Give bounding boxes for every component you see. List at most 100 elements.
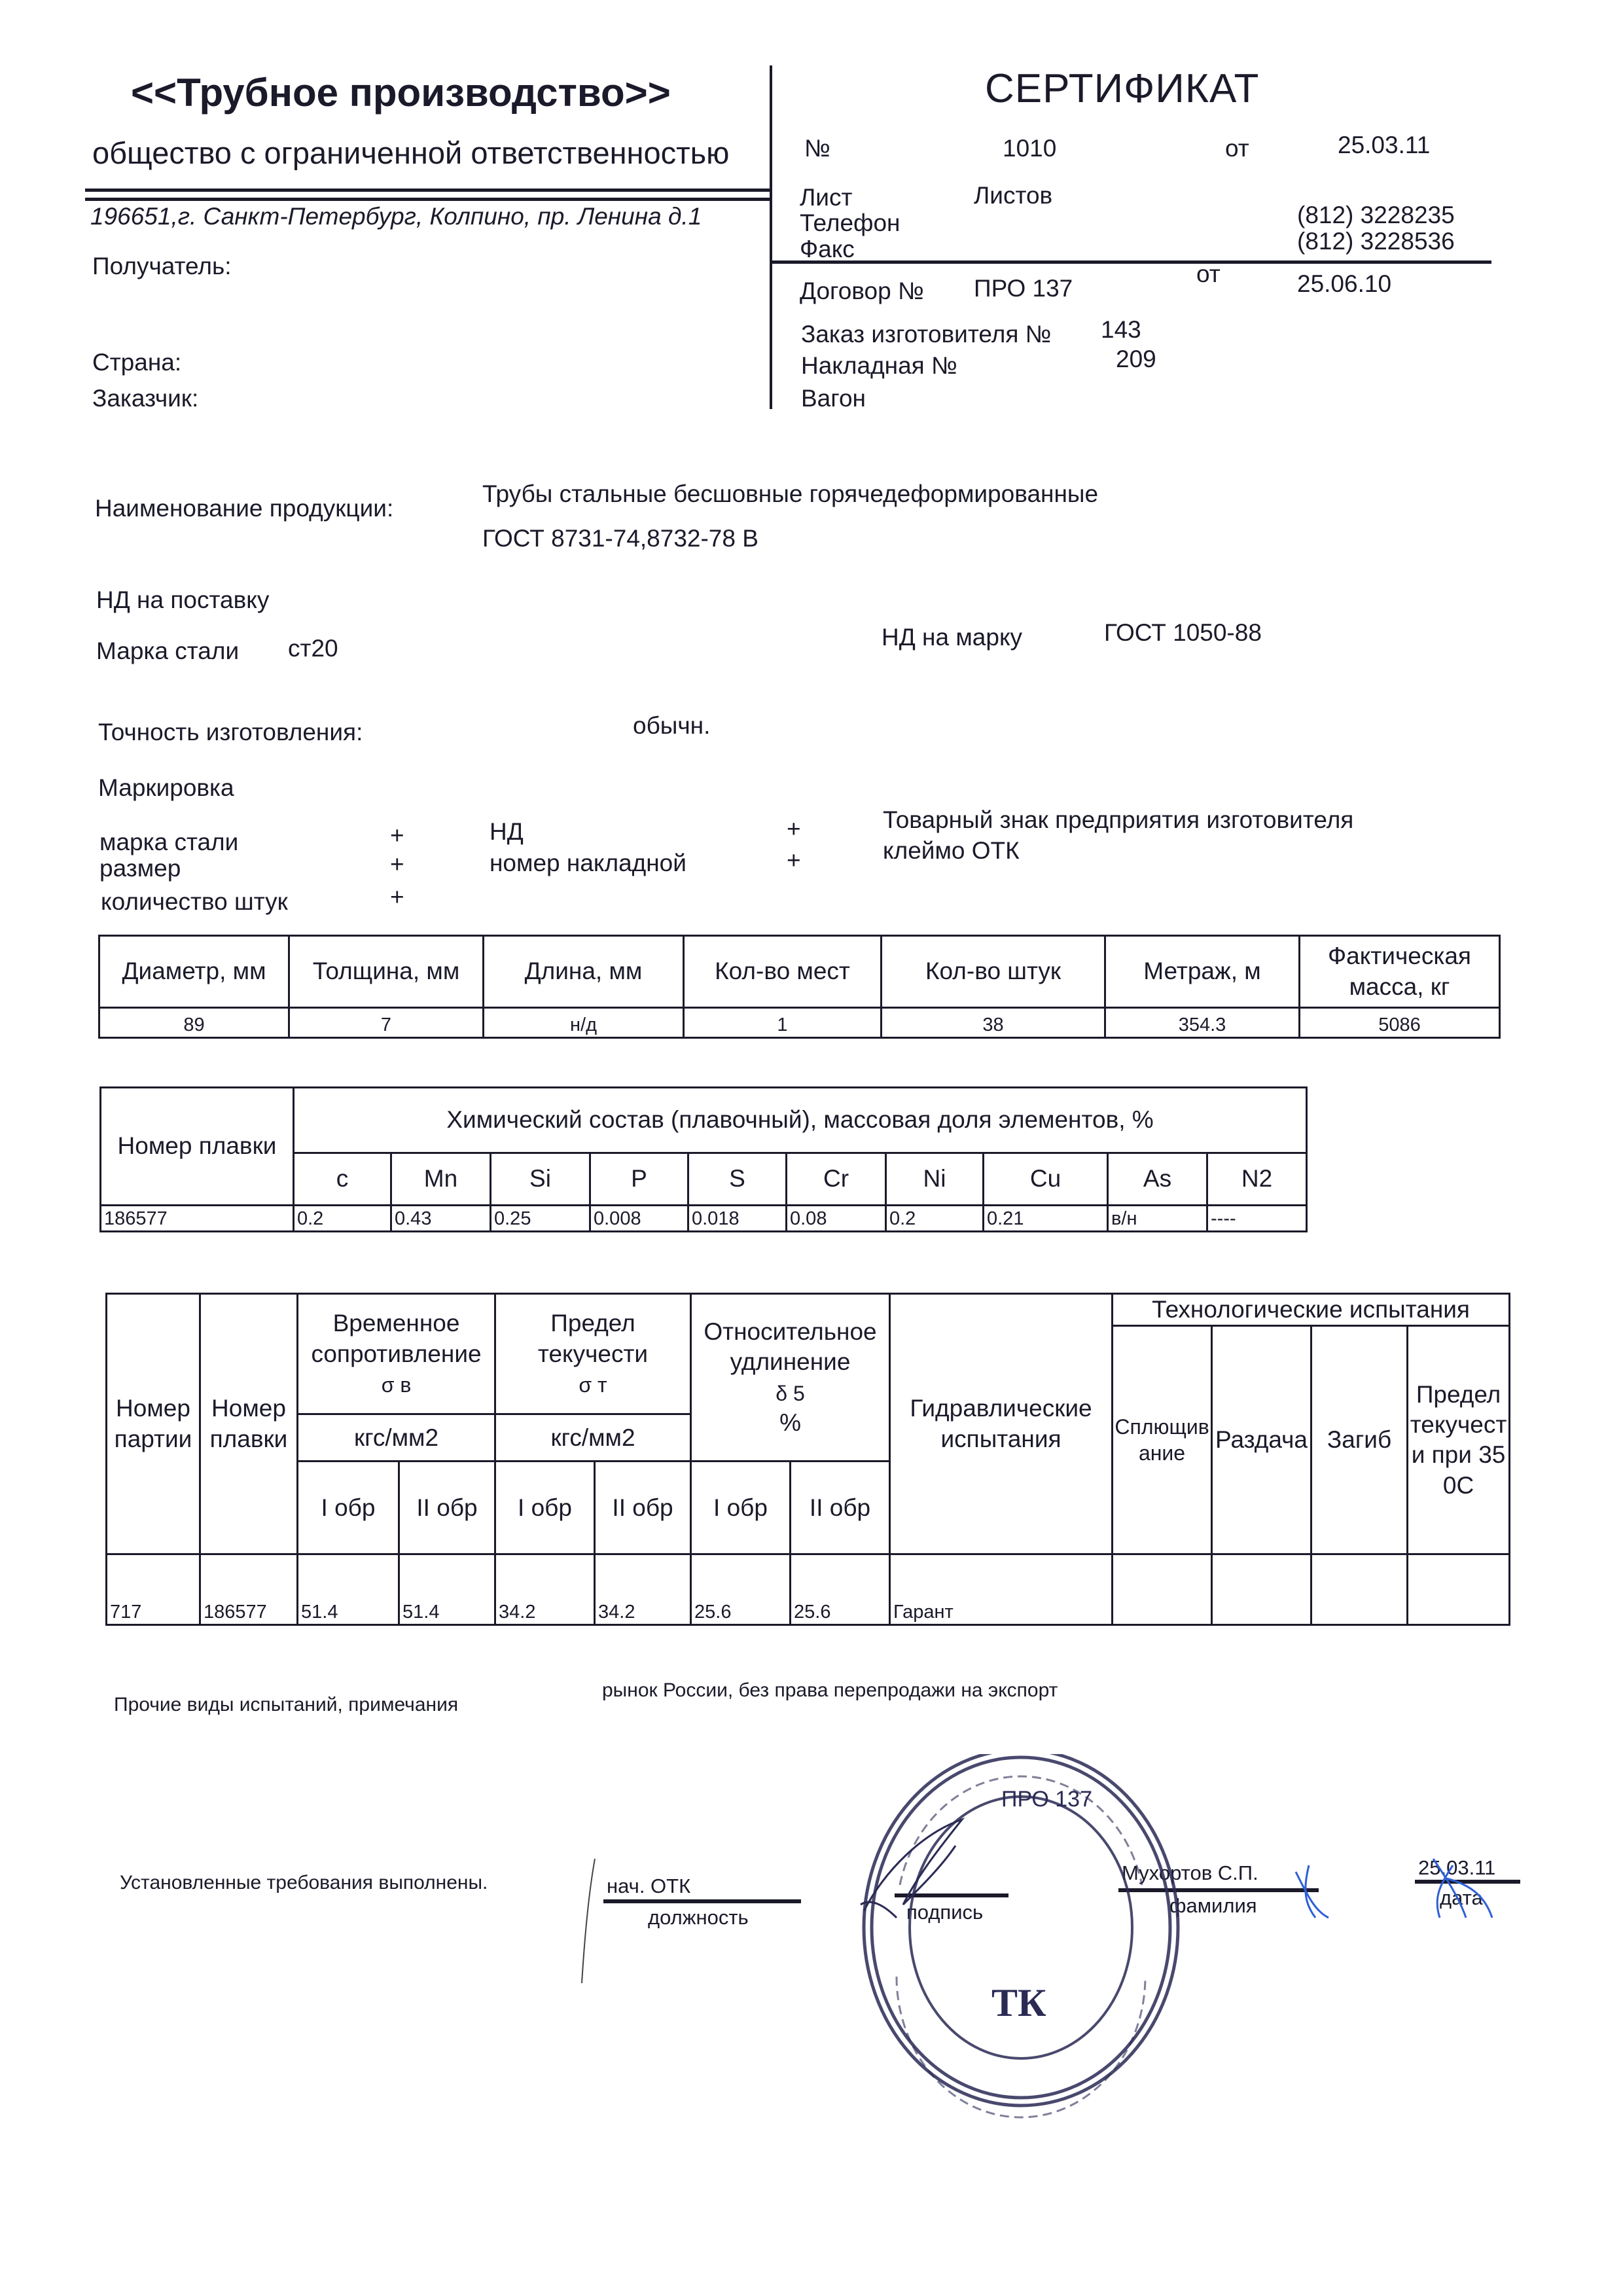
cell-c: 0.2 bbox=[293, 1204, 392, 1232]
marking-check: + bbox=[390, 822, 404, 849]
steel-label: Марка стали bbox=[96, 637, 240, 664]
batch-header: Номер партии bbox=[105, 1292, 201, 1556]
cell-expansion bbox=[1211, 1553, 1313, 1626]
cell-pieces: 38 bbox=[880, 1007, 1106, 1039]
hydraulic-header: Гидравлические испытания bbox=[889, 1292, 1114, 1556]
org-type: общество с ограниченной ответственностью bbox=[92, 135, 730, 170]
chemistry-table: Номер плавки Химический состав (плавочны… bbox=[99, 1086, 1308, 1232]
heat-header: Номер плавки bbox=[199, 1292, 298, 1556]
cell-flattening bbox=[1111, 1553, 1213, 1626]
cell-n2: ---- bbox=[1205, 1204, 1308, 1232]
cell-places: 1 bbox=[683, 1007, 882, 1039]
marking-item: Товарный знак предприятия изготовителя bbox=[883, 806, 1354, 833]
certificate-title: СЕРТИФИКАТ bbox=[985, 66, 1260, 111]
marking-check: + bbox=[390, 884, 404, 910]
cell-meters: 354.3 bbox=[1104, 1007, 1300, 1039]
steel-grade: ст20 bbox=[288, 635, 338, 662]
sign-date: 25.03.11 bbox=[1418, 1856, 1496, 1879]
cell-tensile-1: 51.4 bbox=[296, 1553, 400, 1626]
invoice-label: Накладная № bbox=[801, 352, 957, 379]
signature-line bbox=[895, 1893, 1008, 1897]
nd-supply-label: НД на поставку bbox=[96, 586, 270, 613]
recipient-label: Получатель: bbox=[92, 253, 232, 279]
marking-item: количество штук bbox=[101, 888, 288, 915]
margin-stroke bbox=[581, 1858, 596, 1984]
signature-line bbox=[603, 1899, 801, 1903]
tensile-title: Временное сопротивление bbox=[311, 1310, 482, 1367]
marking-check: + bbox=[390, 851, 404, 878]
cell-ni: 0.2 bbox=[885, 1204, 984, 1232]
element-c: c bbox=[293, 1152, 392, 1206]
nd-grade-label: НД на марку bbox=[882, 624, 1023, 651]
signature-line bbox=[1415, 1880, 1520, 1884]
table-row: 186577 0.2 0.43 0.25 0.008 0.018 0.08 0.… bbox=[99, 1204, 1308, 1232]
fax: (812) 3228536 bbox=[1297, 228, 1455, 255]
chemistry-group-header: Химический состав (плавочный), массовая … bbox=[292, 1086, 1308, 1154]
marking-title: Маркировка bbox=[98, 774, 234, 801]
vertical-divider bbox=[770, 65, 772, 409]
divider bbox=[85, 188, 770, 192]
element-as: As bbox=[1107, 1152, 1208, 1206]
tensile-header: Временное сопротивление σ в bbox=[296, 1292, 497, 1416]
tech-header: Технологические испытания bbox=[1111, 1292, 1511, 1327]
cell-p: 0.008 bbox=[589, 1204, 689, 1232]
product-standard: ГОСТ 8731-74,8732-78 В bbox=[482, 525, 758, 552]
cell-batch: 717 bbox=[105, 1553, 201, 1626]
stamp-code: ПРО 137 bbox=[1001, 1787, 1092, 1812]
handwritten-signature bbox=[860, 1817, 965, 1919]
header-pieces: Кол-во штук bbox=[880, 935, 1106, 1009]
tensile-sample-1: I обр bbox=[296, 1460, 400, 1556]
cell-cu: 0.21 bbox=[982, 1204, 1109, 1232]
position-label: должность bbox=[648, 1906, 749, 1929]
accuracy-label: Точность изготовления: bbox=[98, 719, 363, 745]
from-label: от bbox=[1225, 135, 1249, 162]
address: 196651,г. Санкт-Петербург, Колпино, пр. … bbox=[90, 203, 702, 230]
phone-label: Телефон bbox=[800, 209, 901, 236]
element-cu: Cu bbox=[982, 1152, 1109, 1206]
order-number: 143 bbox=[1101, 316, 1141, 343]
elongation-title: Относительное удлинение bbox=[704, 1318, 877, 1376]
customer-label: Заказчик: bbox=[92, 385, 199, 412]
tensile-symbol: σ в bbox=[381, 1372, 412, 1397]
phone: (812) 3228235 bbox=[1297, 202, 1455, 228]
order-label: Заказ изготовителя № bbox=[801, 321, 1052, 348]
contract-label: Договор № bbox=[800, 278, 924, 304]
elongation-sample-1: I обр bbox=[690, 1460, 792, 1556]
company-name: <<Трубное производство>> bbox=[131, 71, 671, 115]
requirements-statement: Установленные требования выполнены. bbox=[120, 1872, 488, 1893]
marking-check: + bbox=[787, 816, 801, 842]
signer-name: Мухортов С.П. bbox=[1122, 1861, 1258, 1884]
fax-label: Факс bbox=[800, 236, 855, 262]
notes-label: Прочие виды испытаний, примечания bbox=[114, 1694, 459, 1715]
mechanical-table: Номер партии Номер плавки Временное сопр… bbox=[105, 1292, 1511, 1626]
heat-header: Номер плавки bbox=[99, 1086, 294, 1206]
elongation-header: Относительное удлинение δ 5% bbox=[690, 1292, 891, 1463]
marking-item: номер накладной bbox=[490, 850, 687, 876]
cell-hydraulic: Гарант bbox=[889, 1553, 1114, 1626]
elongation-symbol: δ 5 bbox=[776, 1381, 805, 1405]
sheet-label: Лист bbox=[800, 184, 853, 211]
tech-expansion: Раздача bbox=[1211, 1325, 1313, 1556]
notes: рынок России, без права перепродажи на э… bbox=[602, 1679, 1058, 1701]
country-label: Страна: bbox=[92, 349, 182, 376]
cell-yield-350 bbox=[1406, 1553, 1511, 1626]
dimensions-table: Диаметр, мм Толщина, мм Длина, мм Кол-во… bbox=[98, 935, 1501, 1039]
cell-length: н/д bbox=[482, 1007, 685, 1039]
element-n2: N2 bbox=[1205, 1152, 1308, 1206]
yield-symbol: σ т bbox=[579, 1372, 607, 1397]
tech-bend: Загиб bbox=[1310, 1325, 1409, 1556]
tensile-sample-2: II обр bbox=[397, 1460, 497, 1556]
header-length: Длина, мм bbox=[482, 935, 685, 1009]
cell-heat: 186577 bbox=[199, 1553, 298, 1626]
cell-mass: 5086 bbox=[1298, 1007, 1501, 1039]
cell-elongation-1: 25.6 bbox=[690, 1553, 792, 1626]
marking-item: НД bbox=[490, 818, 524, 845]
product-name-label: Наименование продукции: bbox=[95, 495, 394, 522]
element-si: Si bbox=[490, 1152, 591, 1206]
elongation-sample-2: II обр bbox=[789, 1460, 891, 1556]
header-places: Кол-во мест bbox=[683, 935, 882, 1009]
position: нач. ОТК bbox=[607, 1874, 691, 1897]
cell-mn: 0.43 bbox=[390, 1204, 491, 1232]
element-cr: Cr bbox=[785, 1152, 887, 1206]
number-label: № bbox=[804, 135, 830, 162]
